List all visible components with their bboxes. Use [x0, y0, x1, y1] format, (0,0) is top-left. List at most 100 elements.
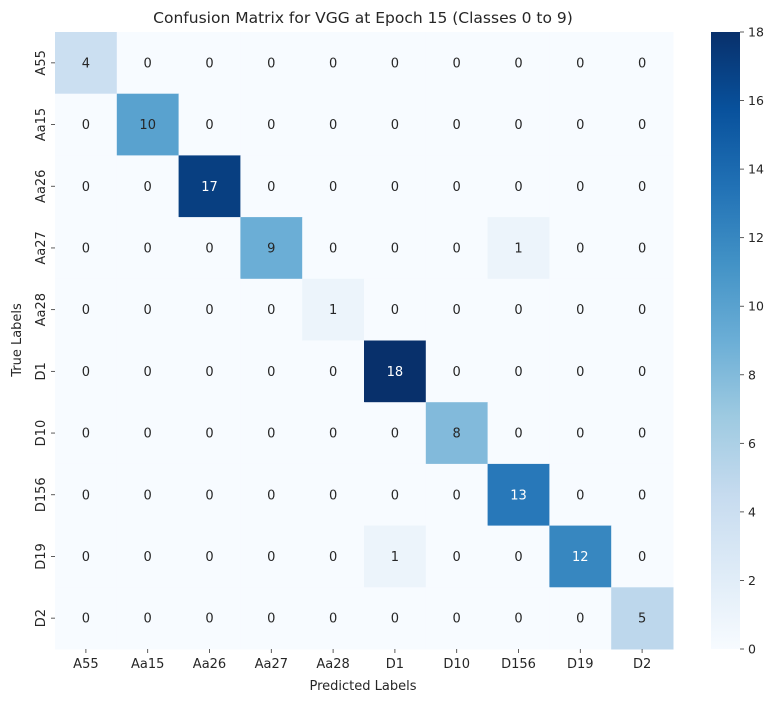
- heatmap-cell: [611, 217, 674, 280]
- cell-value-label: 0: [144, 488, 152, 503]
- heatmap-cell: [55, 402, 118, 465]
- cell-value-label: 0: [205, 118, 213, 133]
- heatmap-cell: [549, 402, 612, 465]
- heatmap-cell: [611, 278, 674, 341]
- y-tick-label: Aa15: [34, 108, 49, 141]
- heatmap-cell: [364, 217, 427, 280]
- heatmap-cell: [178, 463, 241, 527]
- x-tick-label: Aa27: [255, 657, 288, 672]
- cell-value-label: 0: [144, 241, 152, 256]
- y-tick-label: D10: [34, 420, 49, 447]
- cell-value-label: 0: [82, 488, 90, 503]
- cell-value-label: 0: [82, 303, 90, 318]
- cell-value-label: 17: [201, 180, 218, 195]
- heatmap-cell: [549, 155, 612, 218]
- cell-value-label: 0: [576, 612, 584, 627]
- x-tick-label: Aa15: [131, 657, 164, 672]
- cell-value-label: 0: [453, 56, 461, 71]
- heatmap-cell: [240, 340, 303, 403]
- cell-value-label: 0: [267, 303, 275, 318]
- cell-value-label: 0: [329, 612, 337, 627]
- x-tick-label: D1: [386, 657, 404, 672]
- cell-value-label: 0: [514, 180, 522, 195]
- cell-value-label: 0: [329, 550, 337, 565]
- x-tick-label: Aa28: [316, 657, 349, 672]
- heatmap-cell: [549, 340, 612, 403]
- cell-value-label: 1: [329, 303, 337, 318]
- colorbar-tick-label: 18: [748, 25, 764, 40]
- heatmap-cell: [178, 525, 241, 588]
- cell-value-label: 0: [267, 118, 275, 133]
- cell-value-label: 0: [514, 550, 522, 565]
- cell-value-label: 0: [391, 241, 399, 256]
- cell-value-label: 0: [453, 241, 461, 256]
- y-tick-label: Aa27: [34, 231, 49, 264]
- cell-value-label: 0: [205, 488, 213, 503]
- heatmap-cell: [549, 93, 612, 156]
- cell-value-label: 0: [576, 488, 584, 503]
- heatmap-cell: [549, 217, 612, 280]
- cell-value-label: 0: [267, 56, 275, 71]
- cell-value-label: 0: [329, 488, 337, 503]
- cell-value-label: 1: [514, 241, 522, 256]
- heatmap-cell: [302, 587, 365, 650]
- cell-value-label: 0: [576, 303, 584, 318]
- x-tick-label: D156: [501, 657, 536, 672]
- cell-value-label: 0: [205, 56, 213, 71]
- cell-value-label: 0: [144, 427, 152, 442]
- heatmap-cell: [425, 340, 489, 403]
- cell-value-label: 0: [638, 118, 646, 133]
- heatmap-cell: [364, 93, 427, 156]
- heatmap-cell: [425, 93, 489, 156]
- heatmap-cell: [364, 340, 427, 403]
- heatmap-cell: [116, 217, 180, 280]
- heatmap-cell: [116, 587, 180, 650]
- heatmap-cell: [178, 340, 241, 403]
- cell-value-label: 0: [144, 303, 152, 318]
- cell-value-label: 0: [453, 118, 461, 133]
- cell-value-label: 0: [514, 365, 522, 380]
- cell-value-label: 9: [267, 241, 275, 256]
- cell-value-label: 0: [144, 56, 152, 71]
- cell-value-label: 0: [453, 180, 461, 195]
- cell-value-label: 0: [205, 427, 213, 442]
- cell-value-label: 0: [514, 118, 522, 133]
- heatmap-cell: [240, 217, 303, 280]
- cell-value-label: 0: [453, 612, 461, 627]
- cell-value-label: 0: [391, 118, 399, 133]
- heatmap-cell: [425, 463, 489, 527]
- heatmap-cell: [487, 587, 550, 650]
- cell-value-label: 0: [82, 118, 90, 133]
- cell-value-label: 0: [267, 488, 275, 503]
- y-tick-label: D2: [34, 609, 49, 627]
- cell-value-label: 0: [391, 612, 399, 627]
- heatmap-cell: [240, 93, 303, 156]
- cell-value-label: 0: [391, 56, 399, 71]
- y-tick-label: D156: [34, 477, 49, 512]
- cell-value-label: 0: [514, 303, 522, 318]
- colorbar-tick-label: 14: [748, 162, 764, 177]
- cell-value-label: 13: [510, 488, 527, 503]
- heatmap-cell: [116, 340, 180, 403]
- y-tick-label: A55: [34, 50, 49, 75]
- heatmap-cell: [364, 525, 427, 588]
- heatmap-cell: [549, 278, 612, 341]
- cell-value-label: 0: [391, 427, 399, 442]
- cell-value-label: 0: [576, 118, 584, 133]
- heatmap-cell: [549, 587, 612, 650]
- heatmap-cell-labels: 4 0 0 0 0 0 0 0 0 00 10 0 0 0 0 0 0 0 00 0 17 0 0 0 0 0 0 00 0 0 9 0 0 0 1…: [82, 56, 646, 626]
- cell-value-label: 0: [453, 365, 461, 380]
- heatmap-cell: [611, 340, 674, 403]
- heatmap-cell: [55, 463, 118, 527]
- cell-value-label: 0: [329, 241, 337, 256]
- cell-value-label: 0: [205, 365, 213, 380]
- colorbar-tick-label: 8: [748, 367, 756, 382]
- heatmap-cell: [116, 32, 180, 95]
- cell-value-label: 0: [514, 427, 522, 442]
- colorbar-tick-label: 6: [748, 436, 756, 451]
- heatmap-cell: [240, 402, 303, 465]
- cell-value-label: 0: [576, 365, 584, 380]
- heatmap-cell: [116, 93, 180, 156]
- heatmap-cell: [178, 587, 241, 650]
